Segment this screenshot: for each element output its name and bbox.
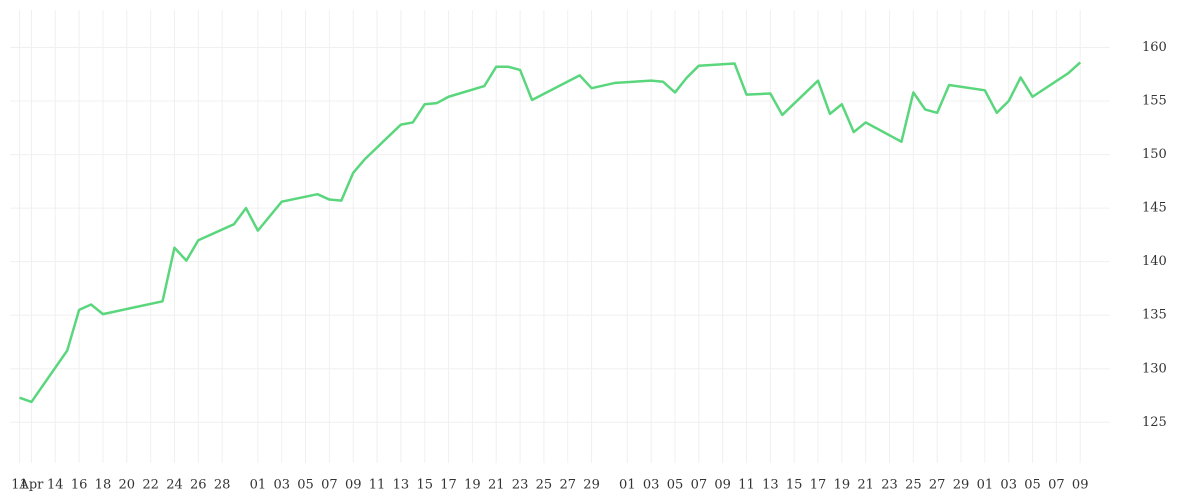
x-tick-label: 03 bbox=[643, 478, 660, 493]
x-tick-label: 03 bbox=[1000, 478, 1017, 493]
x-tick-label: 11 bbox=[369, 478, 386, 493]
y-tick-label: 150 bbox=[1142, 147, 1167, 162]
x-tick-label: 09 bbox=[1072, 478, 1089, 493]
y-tick-label: 140 bbox=[1142, 254, 1167, 269]
x-tick-label: 25 bbox=[536, 478, 553, 493]
y-tick-label: 145 bbox=[1142, 201, 1167, 216]
x-tick-label: 07 bbox=[321, 478, 338, 493]
y-tick-label: 155 bbox=[1142, 94, 1167, 109]
x-tick-label: 19 bbox=[834, 478, 851, 493]
x-tick-label: 09 bbox=[345, 478, 362, 493]
x-tick-label: 23 bbox=[512, 478, 529, 493]
x-tick-label: 15 bbox=[416, 478, 433, 493]
y-tick-label: 125 bbox=[1142, 415, 1167, 430]
x-tick-label: 07 bbox=[691, 478, 708, 493]
x-tick-label: 13 bbox=[762, 478, 779, 493]
y-tick-label: 135 bbox=[1142, 308, 1167, 323]
x-tick-label: 19 bbox=[464, 478, 481, 493]
x-tick-label: 05 bbox=[297, 478, 314, 493]
x-tick-label: 01 bbox=[977, 478, 994, 493]
x-tick-label: 24 bbox=[166, 478, 183, 493]
x-tick-label: 27 bbox=[559, 478, 576, 493]
x-tick-label: 15 bbox=[786, 478, 803, 493]
y-tick-label: 160 bbox=[1142, 40, 1167, 55]
x-tick-label: 11 bbox=[738, 478, 755, 493]
line-series bbox=[19, 61, 1082, 404]
x-tick-label: 17 bbox=[440, 478, 457, 493]
x-tick-label: 29 bbox=[583, 478, 600, 493]
x-tick-label: 13 bbox=[393, 478, 410, 493]
x-tick-label: 09 bbox=[714, 478, 731, 493]
x-tick-label: 23 bbox=[881, 478, 898, 493]
x-tick-label: 18 bbox=[95, 478, 112, 493]
x-tick-label: 05 bbox=[667, 478, 684, 493]
x-tick-label: 01 bbox=[619, 478, 636, 493]
x-tick-label: 29 bbox=[953, 478, 970, 493]
x-tick-label: 11 bbox=[11, 478, 28, 493]
x-tick-label: 17 bbox=[810, 478, 827, 493]
x-tick-label: 07 bbox=[1048, 478, 1065, 493]
x-tick-label: 21 bbox=[857, 478, 874, 493]
x-tick-label: 22 bbox=[142, 478, 159, 493]
x-tick-label: 25 bbox=[905, 478, 922, 493]
x-tick-label: 20 bbox=[119, 478, 136, 493]
x-tick-label: 03 bbox=[273, 478, 290, 493]
x-tick-label: 14 bbox=[47, 478, 64, 493]
x-tick-label: 27 bbox=[929, 478, 946, 493]
x-tick-label: 26 bbox=[190, 478, 207, 493]
x-tick-label: Apr bbox=[18, 478, 44, 493]
y-tick-label: 130 bbox=[1142, 361, 1167, 376]
x-tick-label: 01 bbox=[250, 478, 267, 493]
x-tick-label: 05 bbox=[1024, 478, 1041, 493]
x-tick-label: 28 bbox=[214, 478, 231, 493]
x-tick-label: 16 bbox=[71, 478, 88, 493]
x-tick-label: 21 bbox=[488, 478, 505, 493]
